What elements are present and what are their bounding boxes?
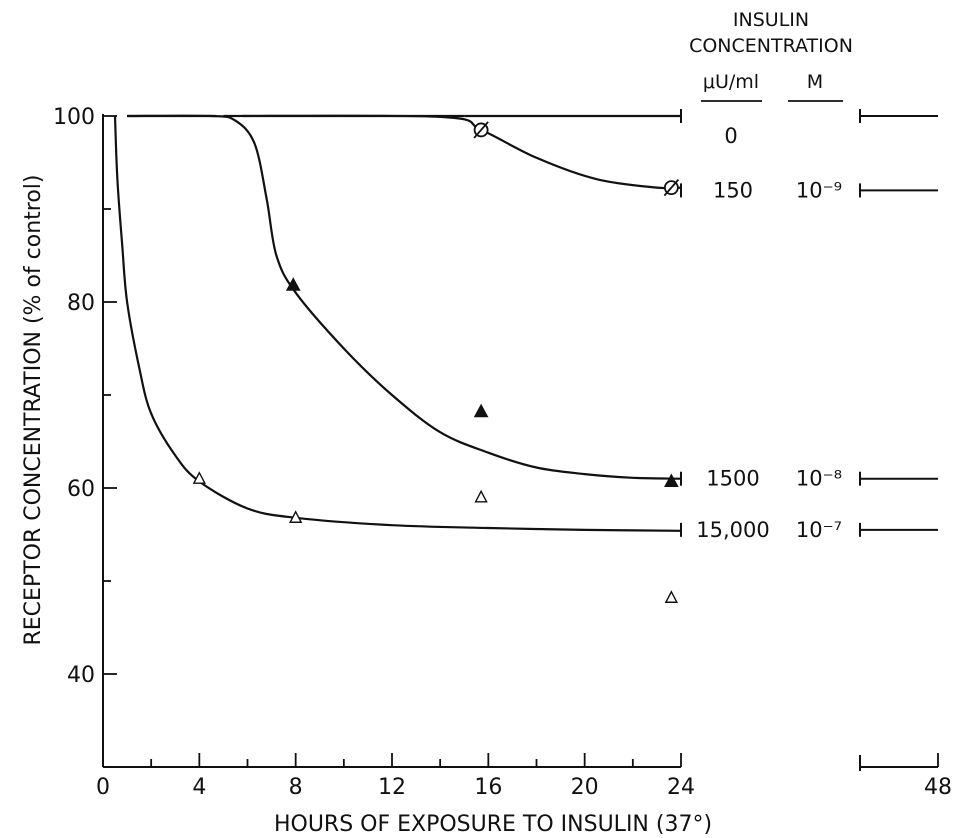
legend-title-line2: CONCENTRATION (689, 35, 853, 57)
legend-conc-control: 0 (724, 124, 737, 148)
series-curve (113, 115, 682, 532)
legend-conc-uU: 15,000 (696, 518, 769, 542)
x-tick-label: 0 (96, 775, 110, 800)
data-point-filled-triangle (285, 277, 301, 291)
y-axis-label: RECEPTOR CONCENTRATION (% of control) (21, 175, 46, 646)
legend-conc-M: 10⁻⁷ (796, 518, 842, 542)
legend-conc-uU: 1500 (706, 467, 759, 491)
series-curve (223, 114, 682, 190)
data-point-slash (473, 121, 489, 139)
y-tick-label: 100 (53, 105, 95, 130)
series-curve (127, 114, 682, 480)
data-point-slash (663, 179, 680, 197)
x-tick-label: 24 (667, 775, 695, 800)
legend: INSULIN CONCENTRATION μU/ml M 0 150 10⁻⁹ 15… (689, 9, 853, 542)
data-point-open-triangle (289, 510, 303, 523)
curves (113, 109, 938, 771)
data-point-open-triangle (474, 489, 488, 503)
axes (102, 114, 938, 771)
legend-col2-header: M (807, 71, 823, 93)
x-tick-label: 8 (289, 775, 303, 800)
legend-conc-M: 10⁻⁹ (796, 178, 842, 202)
data-point-open-triangle (192, 471, 206, 484)
x-tick-label: 16 (474, 775, 502, 800)
legend-title-line1: INSULIN (733, 9, 809, 31)
legend-conc-M: 10⁻⁸ (796, 467, 842, 491)
data-point-filled-triangle (664, 473, 679, 487)
x-axis-label: HOURS OF EXPOSURE TO INSULIN (37°) (274, 812, 712, 837)
legend-conc-uU: 150 (713, 178, 753, 202)
legend-col1-header: μU/ml (703, 71, 759, 93)
x-tick-label: 12 (378, 775, 406, 800)
y-tick-label: 40 (67, 663, 95, 688)
data-point-open-triangle (664, 590, 679, 603)
markers (192, 121, 680, 603)
x-tick-label: 20 (571, 775, 599, 800)
data-point-filled-triangle (473, 403, 489, 418)
y-tick-label: 80 (67, 291, 95, 316)
x-tick-label: 4 (192, 775, 206, 800)
x-tick-label: 48 (924, 775, 952, 800)
y-tick-label: 60 (67, 477, 95, 502)
